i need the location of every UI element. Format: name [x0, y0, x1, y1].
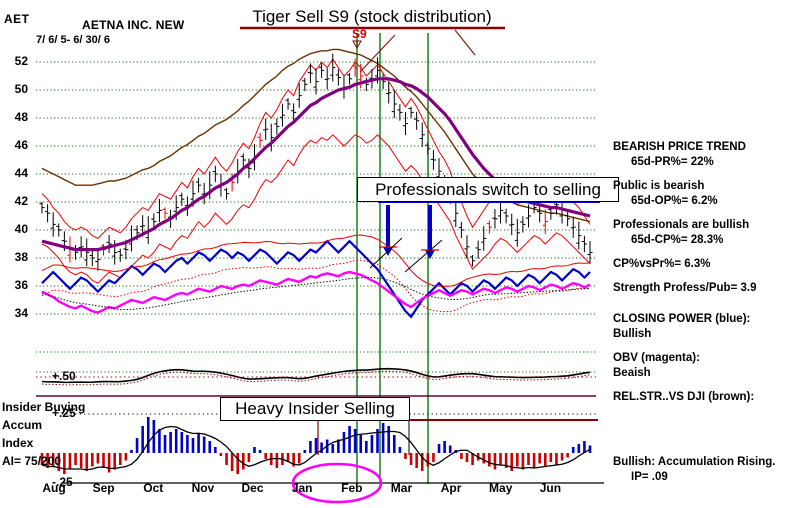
accum-tick-minus25: -.25	[52, 475, 73, 489]
obv-group	[41, 270, 591, 314]
public-sentiment-value: 65d-OP%= 6.2%	[631, 195, 718, 207]
price-tick-40: 40	[14, 222, 28, 236]
rel-strength-title: REL.STR..VS DJI (brown):	[613, 391, 755, 403]
date-range-label: 7/ 6/ 5- 6/ 30/ 6	[36, 34, 110, 46]
price-tick-52: 52	[14, 54, 28, 68]
price-tick-46: 46	[14, 138, 28, 152]
closing-power-group	[41, 234, 591, 319]
closing-power-value: Bullish	[613, 328, 652, 340]
public-sentiment-title: Public is bearish	[613, 180, 705, 192]
price-ohlc-bars	[39, 53, 593, 271]
accumulation-ip-value: IP= .09	[631, 471, 668, 483]
accum-tick-plus50: +.50	[52, 369, 76, 383]
strength-ratio-value: Strength Profess/Pub= 3.9	[613, 282, 757, 294]
lower-band-line	[41, 134, 591, 284]
month-tick-jan: Jan	[291, 481, 313, 495]
month-tick-jun: Jun	[539, 481, 562, 495]
obv-title: OBV (magenta):	[613, 352, 700, 364]
tiger-sell-callout: Tiger Sell S9 (stock distribution)	[252, 7, 492, 26]
insider-accumulation-histogram	[40, 413, 604, 484]
month-tick-oct: Oct	[143, 481, 164, 495]
price-tick-44: 44	[14, 166, 28, 180]
ai-value-label: AI= 75/200	[2, 454, 62, 468]
index-label: Index	[2, 436, 34, 450]
month-tick-apr: Apr	[440, 481, 462, 495]
rel-strength-panel	[36, 367, 596, 397]
price-tick-38: 38	[14, 250, 28, 264]
accum-tick-plus25: +.25	[52, 406, 76, 420]
cp-vs-pr-value: CP%vsPr%= 6.3%	[613, 258, 711, 270]
accumulation-title: Bullish: Accumulation Rising.	[613, 456, 776, 468]
analysis-panel: BEARISH PRICE TREND 65d-PR%= 22% Public …	[613, 140, 800, 485]
obv-value: Beaish	[613, 367, 651, 379]
price-tick-48: 48	[14, 110, 28, 124]
month-tick-feb: Feb	[341, 481, 363, 495]
month-tick-mar: Mar	[390, 481, 413, 495]
insider-buying-label: Insider Buying	[2, 400, 86, 414]
ticker-symbol: AET	[4, 12, 30, 26]
month-tick-dec: Dec	[241, 481, 264, 495]
company-name: AETNA INC. NEW	[82, 18, 185, 32]
bearish-trend-value: 65d-PR%= 22%	[631, 156, 714, 168]
month-tick-sep: Sep	[92, 481, 115, 495]
bearish-trend-title: BEARISH PRICE TREND	[613, 141, 746, 153]
accum-label: Accum	[2, 418, 43, 432]
closing-power-title: CLOSING POWER (blue):	[613, 313, 751, 325]
s9-marker-label: S9	[352, 27, 367, 41]
price-tick-50: 50	[14, 82, 28, 96]
professionals-selling-callout: Professionals switch to selling	[357, 177, 619, 202]
price-tick-34: 34	[14, 306, 28, 320]
professionals-sentiment-value: 65d-CP%= 28.3%	[631, 234, 724, 246]
moving-average-line	[41, 77, 591, 252]
month-tick-nov: Nov	[191, 481, 215, 495]
axis-baselines	[222, 26, 598, 455]
jan-highlight-ellipse	[291, 462, 383, 504]
month-tick-aug: Aug	[42, 481, 66, 495]
price-tick-36: 36	[14, 278, 28, 292]
selling-arrows	[352, 29, 600, 273]
price-tick-42: 42	[14, 194, 28, 208]
month-tick-may: May	[489, 481, 513, 495]
professionals-sentiment-title: Professionals are bullish	[613, 219, 750, 231]
heavy-insider-selling-callout: Heavy Insider Selling	[220, 397, 410, 421]
